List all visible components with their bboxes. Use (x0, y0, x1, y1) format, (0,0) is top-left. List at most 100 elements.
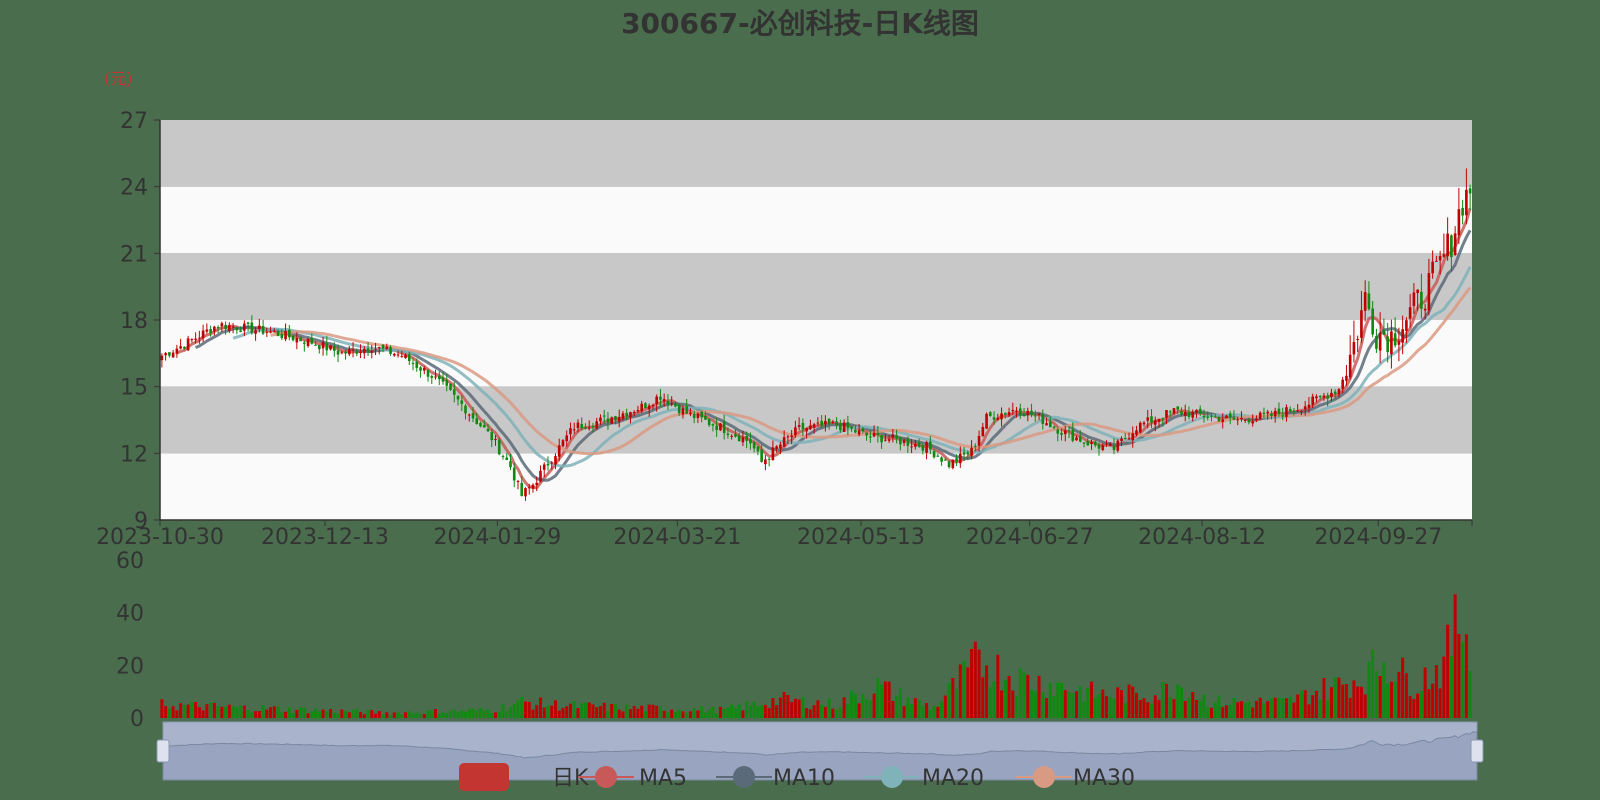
candle-body (1232, 417, 1236, 420)
candle-body (347, 349, 351, 355)
candle-body (899, 437, 902, 445)
volume-bar (419, 713, 423, 718)
candle-body (644, 403, 647, 409)
volume-bar (801, 696, 805, 718)
volume-bar (1262, 703, 1266, 718)
volume-bar (1213, 702, 1217, 718)
legend-item-ma10[interactable]: MA10 (716, 766, 835, 791)
candle-body (1037, 413, 1041, 415)
candle-body (1375, 336, 1378, 349)
candle-body (374, 348, 377, 350)
volume-bar (1041, 692, 1045, 718)
volume-bar (767, 708, 771, 718)
candle-body (1423, 308, 1427, 311)
legend-item-日k[interactable]: 日K (459, 763, 589, 791)
candle-body (344, 351, 347, 354)
candle-body (726, 433, 730, 436)
volume-bar (332, 712, 336, 718)
volume-bar (1018, 668, 1022, 718)
volume-bar (276, 706, 280, 718)
candle-body (1258, 412, 1262, 420)
candle-body (1052, 426, 1056, 428)
volume-bar (508, 706, 512, 718)
volume-bar (876, 678, 880, 718)
volume-bar (583, 702, 587, 718)
volume-bar (981, 677, 985, 718)
candle-body (258, 325, 261, 330)
volume-bar (1266, 701, 1270, 718)
candle-body (243, 323, 246, 331)
volume-bar (1123, 702, 1127, 718)
candle-body (497, 439, 501, 455)
candle-body (689, 412, 692, 415)
volume-bar (1037, 675, 1041, 718)
volume-bar (351, 710, 355, 718)
candle-body (213, 326, 216, 332)
candle-body (531, 484, 535, 489)
legend-label: 日K (552, 766, 589, 791)
volume-bar (1003, 680, 1007, 718)
candle-body (1187, 412, 1191, 418)
candle-body (407, 354, 411, 362)
volume-bar (985, 665, 989, 718)
volume-bar (535, 704, 539, 718)
legend-item-ma30[interactable]: MA30 (1016, 766, 1135, 791)
candle-body (752, 442, 756, 449)
volume-bar (598, 705, 602, 718)
y-tick-label: 9 (134, 509, 148, 534)
candle-body (827, 418, 831, 424)
legend-item-ma20[interactable]: MA20 (864, 766, 984, 791)
candle-body (1202, 416, 1206, 418)
candle-body (670, 403, 673, 405)
volume-bar (295, 709, 299, 718)
volume-bar (992, 681, 996, 718)
legend-symbol (733, 766, 755, 788)
candle-body (677, 404, 681, 414)
volume-bar (1239, 701, 1243, 718)
volume-bar (887, 681, 891, 718)
candle-body (1041, 414, 1045, 424)
volume-bar (703, 712, 707, 718)
candle-body (486, 428, 490, 432)
candle-body (261, 326, 265, 334)
volume-bar (1108, 696, 1112, 718)
candle-body (816, 422, 820, 424)
volume-bar (164, 706, 168, 718)
volume-bar (1318, 699, 1322, 718)
volume-bar (1236, 702, 1240, 718)
legend-label: MA5 (639, 766, 687, 791)
candle-body (299, 337, 302, 342)
volume-bar (673, 711, 677, 718)
candle-body (482, 424, 486, 428)
candle-body (854, 430, 857, 433)
candle-body (1322, 395, 1326, 398)
volume-bar (902, 706, 906, 718)
candle-body (524, 488, 527, 497)
volume-bar (846, 704, 850, 718)
volume-bar (1401, 657, 1405, 718)
volume-bar (441, 712, 445, 718)
candle-body (411, 362, 415, 364)
legend[interactable]: 日K MA5 MA10 MA20 MA30 (459, 763, 1135, 791)
volume-bar (1356, 686, 1360, 718)
candle-body (1307, 404, 1311, 408)
volume-bar (1311, 695, 1315, 718)
volume-bar (179, 703, 183, 718)
volume-bar (553, 700, 557, 718)
candle-body (865, 432, 868, 436)
volume-bar (696, 710, 700, 718)
candle-body (288, 329, 291, 338)
legend-item-ma5[interactable]: MA5 (578, 766, 687, 791)
candle-body (355, 351, 359, 354)
candle-body (569, 428, 572, 435)
volume-bar (872, 693, 876, 718)
volume-bar (756, 706, 760, 718)
candle-body (310, 338, 314, 344)
volume-bar (812, 705, 816, 718)
volume-bar (538, 697, 542, 718)
candle-body (812, 424, 816, 428)
volume-bar (572, 700, 576, 718)
volume-bar (347, 712, 351, 718)
candle-body (1240, 418, 1243, 420)
